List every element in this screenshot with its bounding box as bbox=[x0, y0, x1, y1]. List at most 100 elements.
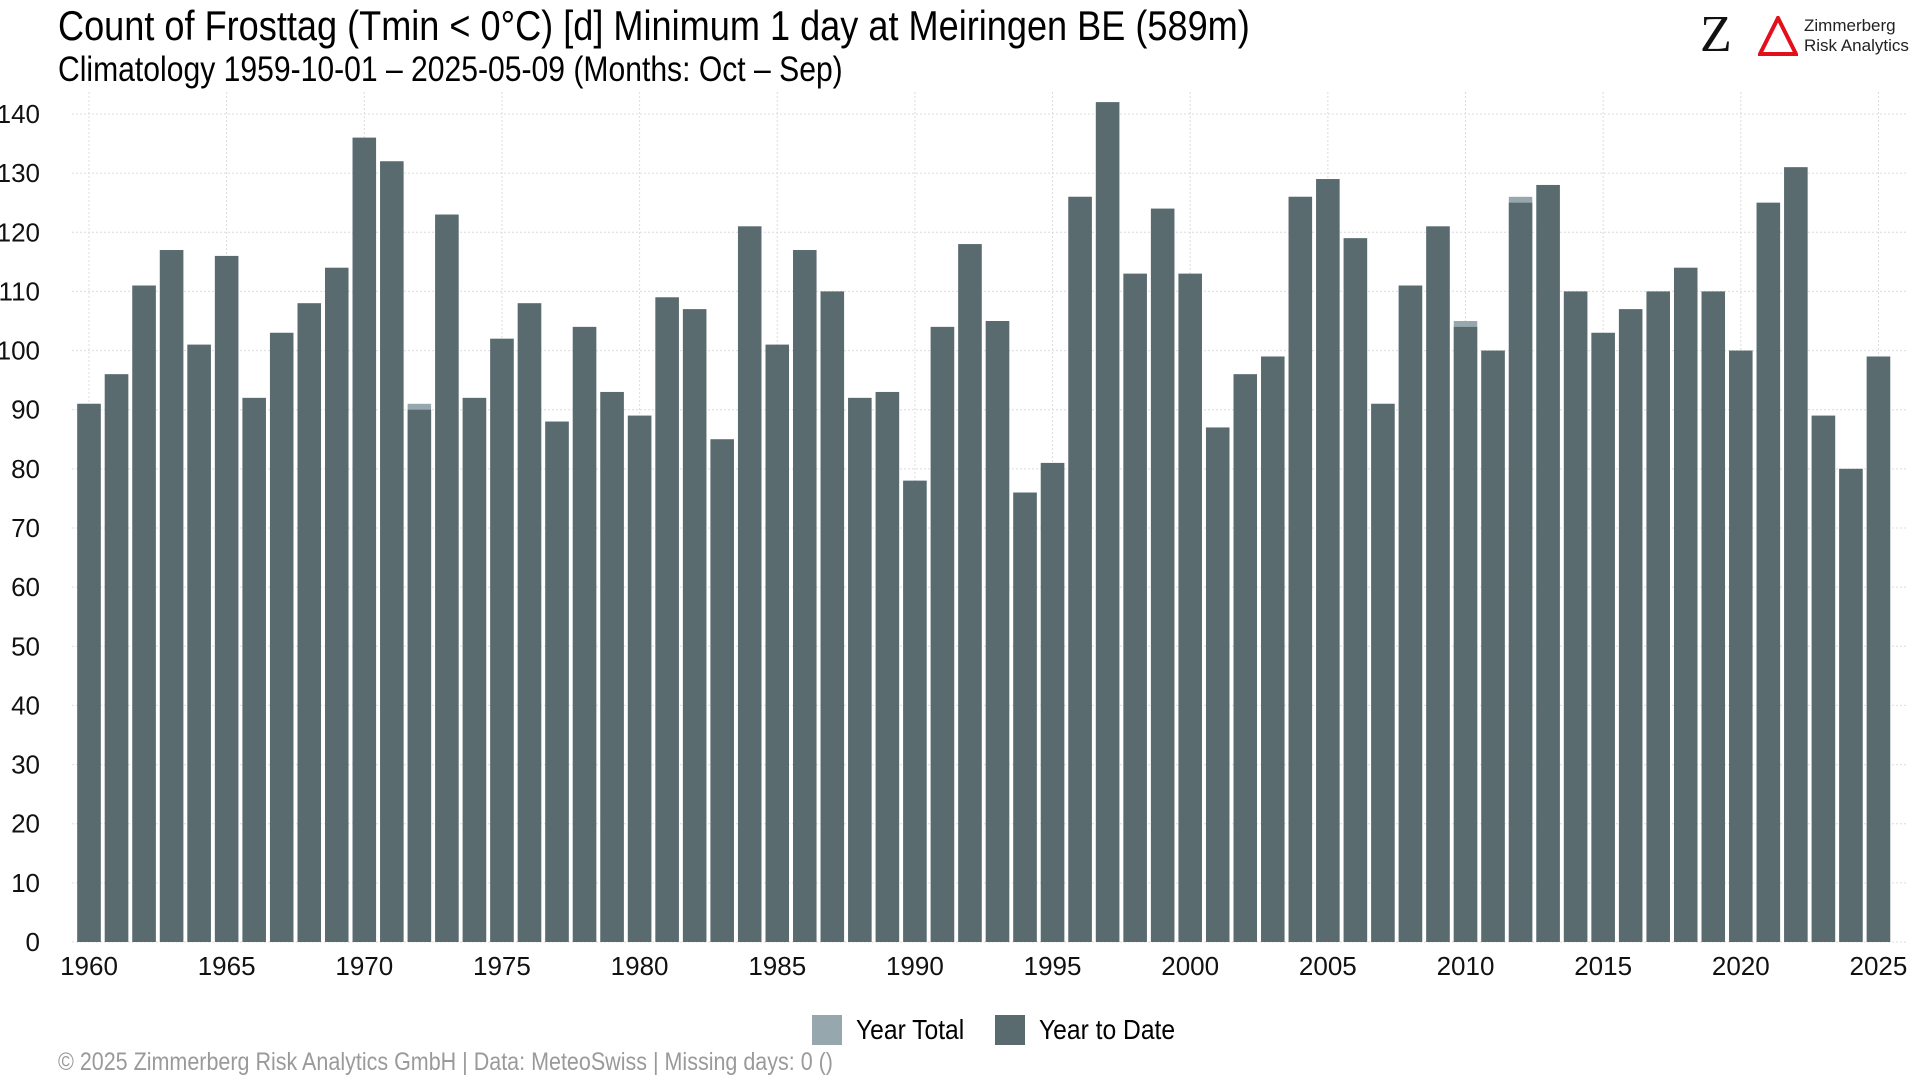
bar-year-to-date-1980 bbox=[627, 415, 652, 942]
logo-name-line1: Zimmerberg bbox=[1804, 16, 1896, 35]
bar-year-to-date-2000 bbox=[1178, 273, 1202, 942]
x-tick-label: 1980 bbox=[611, 951, 669, 981]
bar-year-to-date-2003 bbox=[1261, 356, 1285, 942]
y-tick-label: 130 bbox=[0, 158, 40, 188]
bar-year-to-date-2008 bbox=[1398, 285, 1423, 942]
legend-label-year-total: Year Total bbox=[856, 1014, 965, 1045]
bar-year-to-date-1972 bbox=[407, 409, 432, 943]
x-tick-label: 2000 bbox=[1161, 951, 1219, 981]
bar-year-to-date-2016 bbox=[1618, 309, 1643, 942]
bar-year-to-date-2006 bbox=[1343, 238, 1368, 942]
bar-year-to-date-1967 bbox=[269, 332, 294, 943]
bar-year-to-date-1997 bbox=[1095, 102, 1120, 943]
y-tick-label: 20 bbox=[11, 809, 40, 839]
bar-year-to-date-1977 bbox=[545, 421, 569, 942]
x-tick-label: 1965 bbox=[198, 951, 256, 981]
bar-year-to-date-2024 bbox=[1839, 468, 1863, 942]
x-tick-label: 1970 bbox=[335, 951, 393, 981]
bar-year-to-date-2018 bbox=[1673, 267, 1698, 942]
bar-year-to-date-1984 bbox=[737, 226, 762, 942]
x-tick-label: 1975 bbox=[473, 951, 531, 981]
bar-year-to-date-1976 bbox=[517, 303, 542, 942]
y-tick-label: 80 bbox=[11, 454, 40, 484]
y-tick-label: 100 bbox=[0, 336, 40, 366]
y-tick-label: 0 bbox=[26, 927, 40, 957]
bar-year-to-date-2019 bbox=[1701, 291, 1726, 942]
delta-icon bbox=[1758, 16, 1798, 56]
y-tick-label: 40 bbox=[11, 690, 40, 720]
bar-year-to-date-2005 bbox=[1316, 179, 1340, 942]
bar-year-to-date-2009 bbox=[1426, 226, 1450, 942]
bar-year-to-date-2013 bbox=[1536, 184, 1560, 943]
bar-year-to-date-1983 bbox=[710, 439, 734, 942]
bar-year-to-date-1990 bbox=[903, 480, 927, 942]
logo-name-line2: Risk Analytics bbox=[1804, 36, 1909, 55]
y-tick-label: 50 bbox=[11, 631, 40, 661]
bar-year-to-date-1963 bbox=[159, 250, 184, 942]
bar-year-to-date-2020 bbox=[1729, 350, 1753, 942]
legend-item-year-total: Year Total bbox=[812, 1014, 979, 1046]
bar-year-to-date-1978 bbox=[572, 326, 597, 942]
bar-year-to-date-1966 bbox=[242, 397, 266, 942]
x-tick-label: 1985 bbox=[748, 951, 806, 981]
bar-year-to-date-2022 bbox=[1784, 167, 1808, 943]
y-tick-label: 30 bbox=[11, 750, 40, 780]
bar-year-to-date-1960 bbox=[77, 403, 101, 942]
bar-year-to-date-1989 bbox=[875, 391, 900, 943]
bar-year-to-date-2012 bbox=[1508, 202, 1533, 942]
bar-year-to-date-1973 bbox=[435, 214, 459, 943]
chart-title: Count of Frosttag (Tmin < 0°C) [d] Minim… bbox=[58, 2, 1250, 49]
bar-year-to-date-1971 bbox=[380, 161, 404, 942]
bar-year-to-date-2011 bbox=[1481, 350, 1505, 942]
y-tick-label: 90 bbox=[11, 395, 40, 425]
logo-name: Zimmerberg Risk Analytics bbox=[1804, 16, 1909, 56]
y-tick-label: 60 bbox=[11, 572, 40, 602]
bar-year-to-date-2010 bbox=[1453, 326, 1478, 942]
bar-year-to-date-1970 bbox=[352, 137, 377, 942]
bar-year-to-date-1988 bbox=[848, 397, 872, 942]
bar-year-to-date-1992 bbox=[958, 244, 982, 943]
x-tick-label: 1995 bbox=[1024, 951, 1082, 981]
bar-year-to-date-1961 bbox=[104, 374, 129, 943]
bar-year-to-date-1979 bbox=[600, 391, 624, 943]
footer-credits: © 2025 Zimmerberg Risk Analytics GmbH | … bbox=[58, 1048, 833, 1076]
bar-year-to-date-1996 bbox=[1068, 196, 1092, 943]
x-tick-label: 2010 bbox=[1437, 951, 1495, 981]
legend-swatch-year-to-date bbox=[995, 1015, 1025, 1045]
x-tick-label: 2020 bbox=[1712, 951, 1770, 981]
bar-year-to-date-1982 bbox=[682, 309, 707, 942]
legend-label-year-to-date: Year to Date bbox=[1039, 1014, 1176, 1045]
bar-year-to-date-1995 bbox=[1040, 462, 1065, 942]
bar-year-to-date-1993 bbox=[985, 321, 1010, 942]
legend-swatch-year-total bbox=[812, 1015, 842, 1045]
logo-mark: Z bbox=[1700, 6, 1732, 63]
bar-year-to-date-2004 bbox=[1288, 196, 1313, 943]
company-logo: Z Zimmerberg Risk Analytics bbox=[1700, 6, 1909, 63]
y-tick-label: 140 bbox=[0, 99, 40, 129]
bar-year-to-date-1975 bbox=[490, 338, 514, 942]
chart-legend: Year Total Year to Date bbox=[812, 1014, 1210, 1046]
bar-year-to-date-2017 bbox=[1646, 291, 1670, 942]
y-tick-label: 10 bbox=[11, 868, 40, 898]
x-tick-label: 1960 bbox=[60, 951, 118, 981]
bar-year-to-date-2015 bbox=[1591, 332, 1615, 943]
x-tick-label: 2025 bbox=[1850, 951, 1908, 981]
bar-year-to-date-1991 bbox=[930, 326, 955, 942]
bars bbox=[77, 102, 1891, 943]
x-tick-label: 1990 bbox=[886, 951, 944, 981]
bar-year-to-date-1994 bbox=[1013, 492, 1037, 942]
y-tick-label: 110 bbox=[0, 276, 40, 306]
legend-item-year-to-date: Year to Date bbox=[995, 1014, 1194, 1046]
bar-year-to-date-1962 bbox=[132, 285, 156, 942]
x-tick-label: 2015 bbox=[1574, 951, 1632, 981]
bar-year-to-date-2007 bbox=[1371, 403, 1395, 942]
bar-year-to-date-1968 bbox=[297, 303, 321, 942]
bar-year-to-date-1965 bbox=[214, 255, 239, 942]
bar-year-to-date-2001 bbox=[1205, 427, 1230, 943]
bar-year-to-date-1987 bbox=[820, 291, 845, 942]
bar-year-to-date-2023 bbox=[1811, 415, 1836, 942]
axis-labels: 0 10 20 30 40 50 60 70 80 90 100 110 120 130 140 1960 19… bbox=[0, 99, 1907, 981]
bar-year-to-date-1974 bbox=[462, 397, 487, 942]
y-tick-label: 120 bbox=[0, 217, 40, 247]
bar-chart: 0 10 20 30 40 50 60 70 80 90 100 110 120 130 140 1960 19… bbox=[0, 92, 1908, 981]
